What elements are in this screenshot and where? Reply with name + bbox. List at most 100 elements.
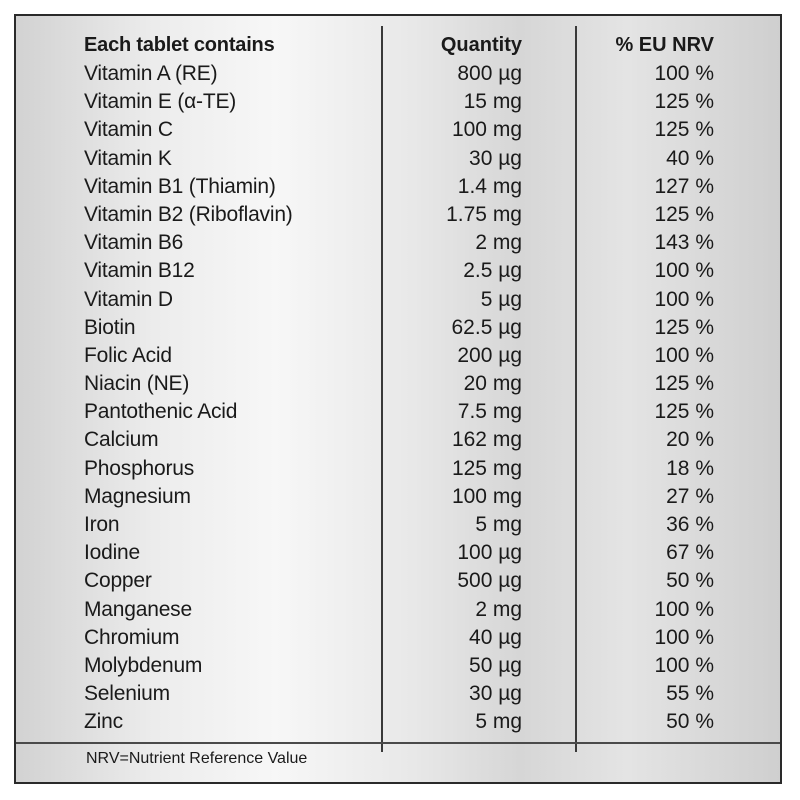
nutrient-nrv: 125 % <box>654 315 714 339</box>
nutrient-quantity: 2 mg <box>475 231 522 255</box>
table-row: Vitamin K 30 µg 40 % <box>16 145 780 173</box>
nutrient-quantity: 2.5 µg <box>463 259 522 283</box>
table-row: Molybdenum 50 µg 100 % <box>16 652 780 680</box>
nutrient-name: Iodine <box>84 541 141 565</box>
nutrient-quantity: 15 mg <box>463 90 522 114</box>
nutrient-quantity: 1.4 mg <box>457 174 522 198</box>
table-row: Chromium 40 µg 100 % <box>16 624 780 652</box>
nutrient-name: Magnesium <box>84 484 191 508</box>
nutrient-nrv: 36 % <box>666 513 714 536</box>
column-divider-nrv <box>575 26 577 752</box>
nutrient-nrv: 50 % <box>666 710 714 734</box>
nutrient-quantity: 1.75 mg <box>446 202 522 226</box>
nutrient-name: Molybdenum <box>84 653 203 677</box>
nutrition-table: Each tablet contains Quantity % EU NRV V… <box>16 30 780 737</box>
nutrient-quantity: 50 µg <box>469 653 522 677</box>
nutrient-name: Zinc <box>84 710 123 734</box>
nutrient-name: Folic Acid <box>84 343 172 367</box>
nutrient-nrv: 125 % <box>654 202 714 226</box>
nutrient-quantity: 62.5 µg <box>451 315 523 339</box>
table-row: Pantothenic Acid 7.5 mg 125 % <box>16 398 780 426</box>
table-row: Magnesium 100 mg 27 % <box>16 483 780 511</box>
table-row: Vitamin C 100 mg 125 % <box>16 116 780 144</box>
table-row: Selenium 30 µg 55 % <box>16 680 780 708</box>
nutrient-name: Vitamin A (RE) <box>84 62 218 85</box>
nutrient-nrv: 100 % <box>654 62 714 85</box>
nutrient-nrv: 18 % <box>666 456 714 480</box>
nutrient-quantity: 5 mg <box>475 513 522 536</box>
nutrient-name: Manganese <box>84 597 192 621</box>
nutrient-name: Vitamin K <box>84 146 172 170</box>
nutrient-quantity: 162 mg <box>451 428 522 452</box>
nutrient-quantity: 800 µg <box>457 62 522 85</box>
nutrient-quantity: 5 mg <box>475 710 522 734</box>
nutrient-name: Biotin <box>84 315 136 339</box>
table-row: Vitamin B6 2 mg 143 % <box>16 229 780 257</box>
nutrient-quantity: 100 mg <box>451 484 522 508</box>
nutrient-nrv: 100 % <box>654 625 714 649</box>
nutrient-nrv: 20 % <box>666 428 714 452</box>
nutrient-quantity: 100 mg <box>451 118 522 142</box>
nutrient-name: Pantothenic Acid <box>84 400 238 424</box>
nutrient-name: Calcium <box>84 428 159 452</box>
table-row: Copper 500 µg 50 % <box>16 567 780 595</box>
table-row: Vitamin B2 (Riboflavin) 1.75 mg 125 % <box>16 201 780 229</box>
table-body: Vitamin A (RE) 800 µg 100 % Vitamin E (α-TE… <box>16 60 780 737</box>
nutrient-quantity: 500 µg <box>457 569 522 593</box>
table-header-row: Each tablet contains Quantity % EU NRV <box>16 30 780 60</box>
header-quantity: Quantity <box>440 34 522 56</box>
nutrient-name: Vitamin E (α-TE) <box>84 90 237 114</box>
nutrient-quantity: 20 mg <box>463 372 522 396</box>
table-row: Folic Acid 200 µg 100 % <box>16 342 780 370</box>
nutrient-name: Vitamin B12 <box>84 259 195 283</box>
nutrient-name: Phosphorus <box>84 456 195 480</box>
table-row: Biotin 62.5 µg 125 % <box>16 314 780 342</box>
nutrient-name: Vitamin D <box>84 287 173 311</box>
nutrient-name: Vitamin B6 <box>84 231 184 255</box>
table-row: Niacin (NE) 20 mg 125 % <box>16 370 780 398</box>
nutrient-name: Vitamin B1 (Thiamin) <box>84 174 276 198</box>
nutrient-nrv: 125 % <box>654 372 714 396</box>
nutrient-quantity: 30 µg <box>469 146 522 170</box>
nutrient-nrv: 50 % <box>666 569 714 593</box>
nutrient-quantity: 30 µg <box>469 682 522 706</box>
nutrient-nrv: 125 % <box>654 400 714 424</box>
footnote: NRV=Nutrient Reference Value <box>86 750 308 767</box>
table-row: Iron 5 mg 36 % <box>16 511 780 539</box>
header-nrv: % EU NRV <box>615 34 714 56</box>
nutrient-nrv: 100 % <box>654 343 714 367</box>
nutrient-name: Copper <box>84 569 152 593</box>
table-row: Calcium 162 mg 20 % <box>16 426 780 454</box>
nutrient-name: Chromium <box>84 625 180 649</box>
nutrient-nrv: 143 % <box>654 231 714 255</box>
table-row: Iodine 100 µg 67 % <box>16 539 780 567</box>
nutrient-quantity: 100 µg <box>457 541 522 565</box>
table-row: Vitamin E (α-TE) 15 mg 125 % <box>16 88 780 116</box>
table-row: Vitamin B1 (Thiamin) 1.4 mg 127 % <box>16 173 780 201</box>
table-row: Zinc 5 mg 50 % <box>16 708 780 736</box>
nutrient-nrv: 55 % <box>666 682 714 706</box>
nutrient-nrv: 125 % <box>654 118 714 142</box>
nutrient-nrv: 67 % <box>666 541 714 565</box>
nutrient-quantity: 5 µg <box>480 287 522 311</box>
nutrient-quantity: 40 µg <box>469 625 522 649</box>
nutrition-table-panel: Each tablet contains Quantity % EU NRV V… <box>14 14 782 784</box>
nutrient-nrv: 125 % <box>654 90 714 114</box>
nutrient-quantity: 2 mg <box>475 597 522 621</box>
table-row: Vitamin D 5 µg 100 % <box>16 286 780 314</box>
footnote-divider <box>16 742 780 744</box>
nutrient-quantity: 7.5 mg <box>457 400 522 424</box>
nutrient-nrv: 100 % <box>654 653 714 677</box>
nutrient-nrv: 40 % <box>666 146 714 170</box>
nutrient-nrv: 100 % <box>654 259 714 283</box>
nutrient-nrv: 27 % <box>666 484 714 508</box>
column-divider-quantity <box>381 26 383 752</box>
nutrient-name: Selenium <box>84 682 170 706</box>
nutrient-name: Vitamin B2 (Riboflavin) <box>84 202 293 226</box>
nutrient-name: Vitamin C <box>84 118 173 142</box>
nutrient-nrv: 100 % <box>654 287 714 311</box>
table-row: Phosphorus 125 mg 18 % <box>16 455 780 483</box>
header-name: Each tablet contains <box>84 34 275 56</box>
nutrient-quantity: 200 µg <box>457 343 522 367</box>
table-row: Manganese 2 mg 100 % <box>16 596 780 624</box>
